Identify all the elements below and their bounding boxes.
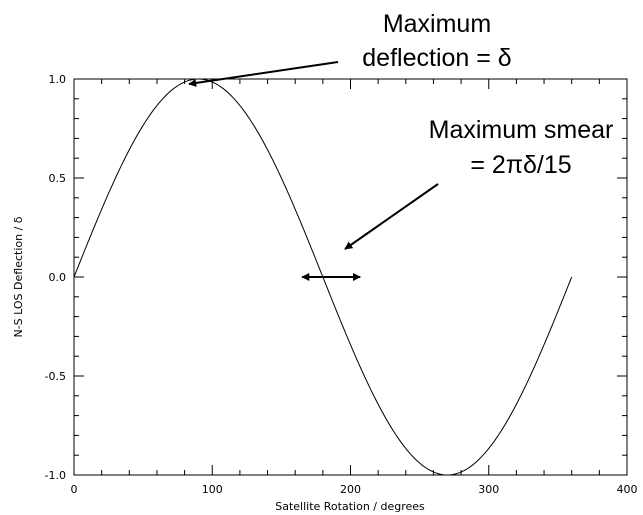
x-tick-label: 400	[617, 483, 638, 496]
y-axis-label: N-S LOS Deflection / δ	[12, 216, 25, 337]
x-tick-label: 100	[202, 483, 223, 496]
x-tick-label: 200	[340, 483, 361, 496]
y-tick-label: -0.5	[45, 370, 66, 383]
annotation-deflection-line2: deflection = δ	[362, 44, 511, 72]
x-tick-labels: 0 100 200 300 400	[71, 483, 638, 496]
y-tick-label: 0.0	[49, 271, 67, 284]
y-tick-label: 0.5	[49, 172, 67, 185]
annotation-smear-arrow	[344, 183, 439, 250]
y-tick-label: -1.0	[45, 469, 66, 482]
annotation-smear-line2: = 2πδ/15	[470, 151, 571, 179]
annotation-smear-line1: Maximum smear	[429, 116, 614, 144]
x-tick-label: 300	[478, 483, 499, 496]
y-tick-label: 1.0	[49, 73, 67, 86]
annotation-deflection-arrow	[188, 61, 339, 87]
x-tick-label: 0	[71, 483, 78, 496]
annotation-deflection-line1: Maximum	[383, 10, 491, 38]
x-axis-label: Satellite Rotation / degrees	[275, 500, 425, 513]
y-tick-labels: 1.0 0.5 0.0 -0.5 -1.0	[45, 73, 66, 482]
